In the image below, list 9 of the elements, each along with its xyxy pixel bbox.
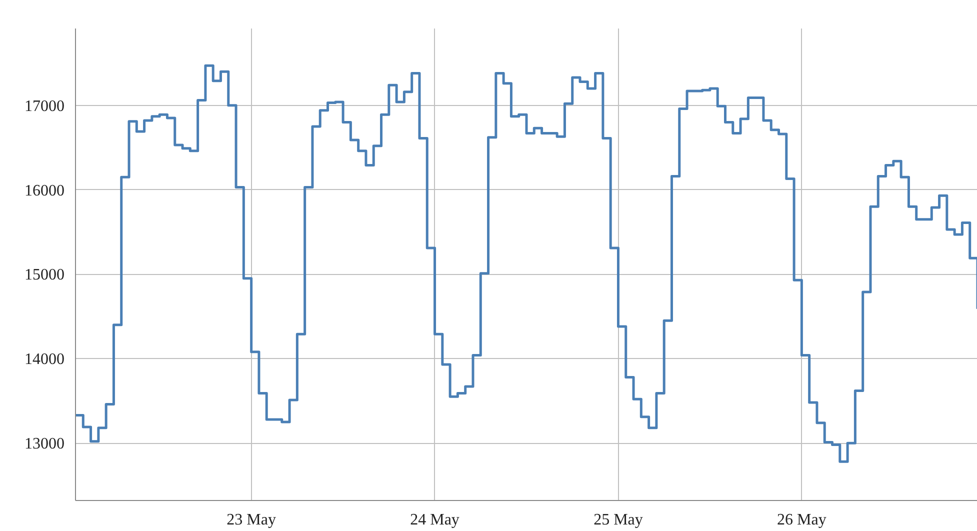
y-tick-label: 13000 (24, 436, 64, 453)
x-tick-label: 24 May (410, 512, 460, 528)
y-tick-label: 17000 (24, 98, 64, 115)
y-tick-label: 16000 (24, 182, 64, 200)
x-tick-label: 26 May (777, 512, 826, 528)
x-tick-label: 23 May (226, 512, 276, 528)
y-tick-label: 15000 (24, 266, 64, 284)
y-tick-label: 14000 (24, 351, 64, 368)
x-tick-label: 25 May (594, 512, 643, 528)
